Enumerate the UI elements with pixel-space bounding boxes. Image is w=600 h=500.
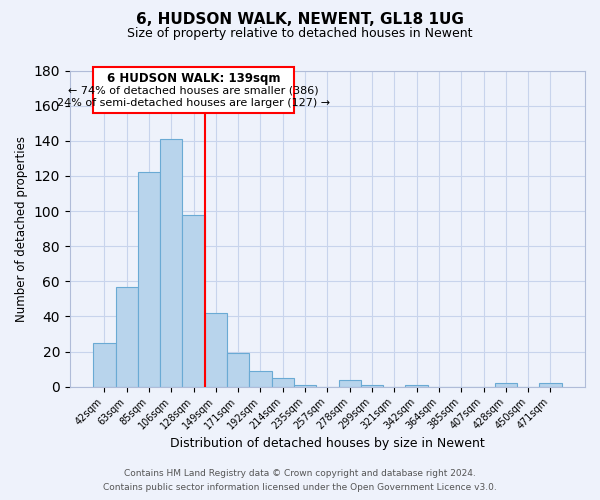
Bar: [494, 383, 517, 386]
Text: Size of property relative to detached houses in Newent: Size of property relative to detached ho…: [127, 28, 473, 40]
Bar: [205, 313, 227, 386]
Text: Contains HM Land Registry data © Crown copyright and database right 2024.: Contains HM Land Registry data © Crown c…: [124, 468, 476, 477]
Text: 24% of semi-detached houses are larger (127) →: 24% of semi-detached houses are larger (…: [57, 98, 330, 108]
Bar: [406, 385, 428, 386]
Text: 6 HUDSON WALK: 139sqm: 6 HUDSON WALK: 139sqm: [107, 72, 280, 85]
Bar: [116, 286, 138, 386]
X-axis label: Distribution of detached houses by size in Newent: Distribution of detached houses by size …: [170, 437, 485, 450]
Bar: [138, 172, 160, 386]
Bar: [182, 214, 205, 386]
Bar: [93, 343, 116, 386]
Bar: [361, 385, 383, 386]
Bar: [294, 385, 316, 386]
Bar: [338, 380, 361, 386]
Bar: [539, 383, 562, 386]
Bar: [272, 378, 294, 386]
Bar: [227, 354, 250, 386]
Bar: [250, 371, 272, 386]
Bar: [160, 139, 182, 386]
Text: 6, HUDSON WALK, NEWENT, GL18 1UG: 6, HUDSON WALK, NEWENT, GL18 1UG: [136, 12, 464, 28]
Y-axis label: Number of detached properties: Number of detached properties: [15, 136, 28, 322]
Text: ← 74% of detached houses are smaller (386): ← 74% of detached houses are smaller (38…: [68, 85, 319, 95]
Text: Contains public sector information licensed under the Open Government Licence v3: Contains public sector information licen…: [103, 484, 497, 492]
